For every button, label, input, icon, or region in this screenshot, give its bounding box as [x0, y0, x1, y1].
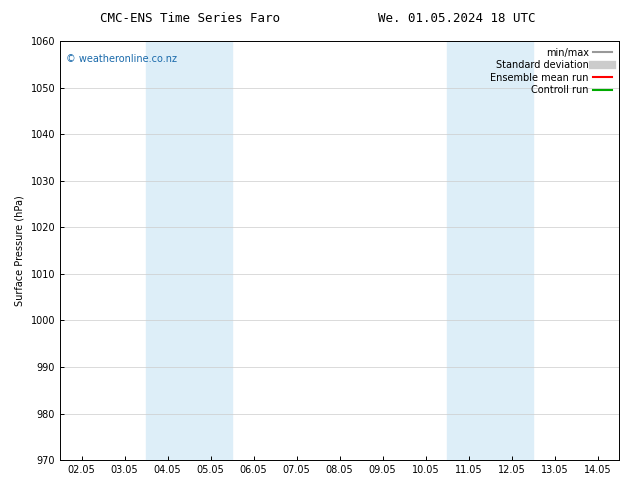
Y-axis label: Surface Pressure (hPa): Surface Pressure (hPa) — [15, 195, 25, 306]
Text: We. 01.05.2024 18 UTC: We. 01.05.2024 18 UTC — [378, 12, 535, 25]
Bar — [146, 41, 232, 460]
Bar — [447, 41, 533, 460]
Legend: min/max, Standard deviation, Ensemble mean run, Controll run: min/max, Standard deviation, Ensemble me… — [488, 46, 614, 97]
Text: © weatheronline.co.nz: © weatheronline.co.nz — [66, 53, 177, 64]
Text: CMC-ENS Time Series Faro: CMC-ENS Time Series Faro — [100, 12, 280, 25]
